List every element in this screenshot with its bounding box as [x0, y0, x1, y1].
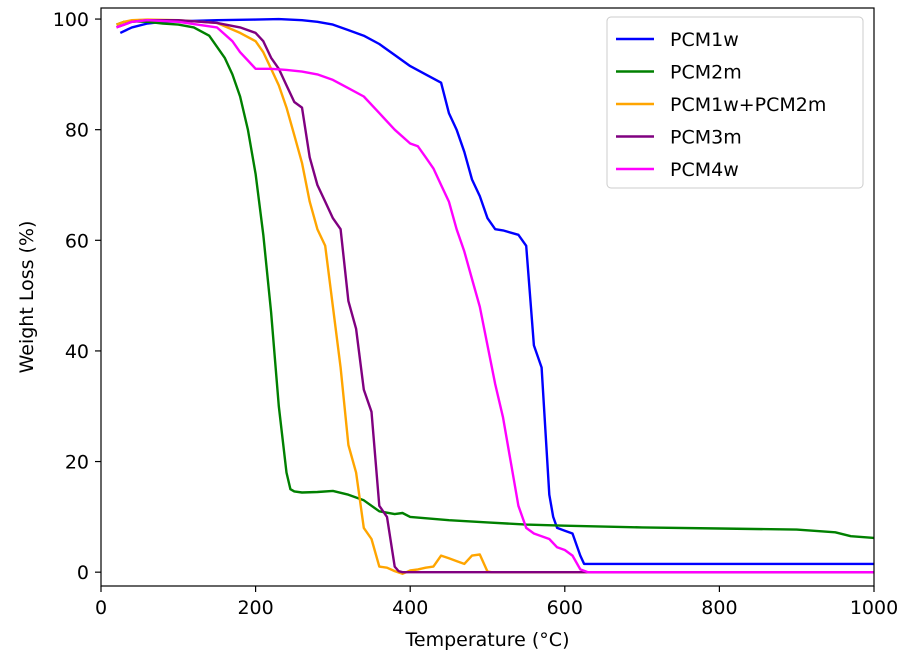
- legend-label: PCM1w: [670, 29, 739, 51]
- x-tick-label: 600: [547, 597, 583, 619]
- x-tick-label: 800: [701, 597, 737, 619]
- series-line-2: [116, 20, 875, 540]
- series-line-1: [119, 17, 874, 566]
- x-tick-label: 0: [95, 597, 107, 619]
- legend-label: PCM4w: [670, 159, 739, 181]
- legend-box: [606, 16, 864, 189]
- series-line-4: [116, 19, 874, 574]
- series-line-3: [116, 18, 874, 575]
- series-line-5: [116, 19, 874, 574]
- x-axis-label: Temperature (°C): [405, 629, 570, 651]
- y-tick-label: 0: [77, 562, 89, 584]
- y-axis-ticks: 0 20 40 60 80 100: [53, 9, 101, 584]
- y-tick-label: 100: [53, 9, 89, 31]
- legend-label: PCM1w+PCM2m: [670, 94, 826, 116]
- y-tick-label: 20: [65, 452, 89, 474]
- legend-label: PCM2m: [670, 62, 742, 84]
- plot-lines: [116, 17, 875, 575]
- y-tick-label: 80: [65, 120, 89, 142]
- plot-frame: [100, 7, 875, 587]
- y-tick-label: 60: [65, 230, 89, 252]
- legend-items: PCM1w PCM2m PCM1w+PCM2m PCM3m PCM4w: [616, 29, 826, 181]
- x-tick-label: 1000: [850, 597, 898, 619]
- x-axis-ticks: 0 200 400 600 800 1000: [95, 586, 898, 619]
- legend: PCM1w PCM2m PCM1w+PCM2m PCM3m PCM4w: [606, 16, 864, 189]
- y-axis-label: Weight Loss (%): [16, 221, 38, 374]
- y-tick-label: 40: [65, 341, 89, 363]
- legend-label: PCM3m: [670, 127, 742, 149]
- x-tick-label: 400: [392, 597, 428, 619]
- x-tick-label: 200: [237, 597, 273, 619]
